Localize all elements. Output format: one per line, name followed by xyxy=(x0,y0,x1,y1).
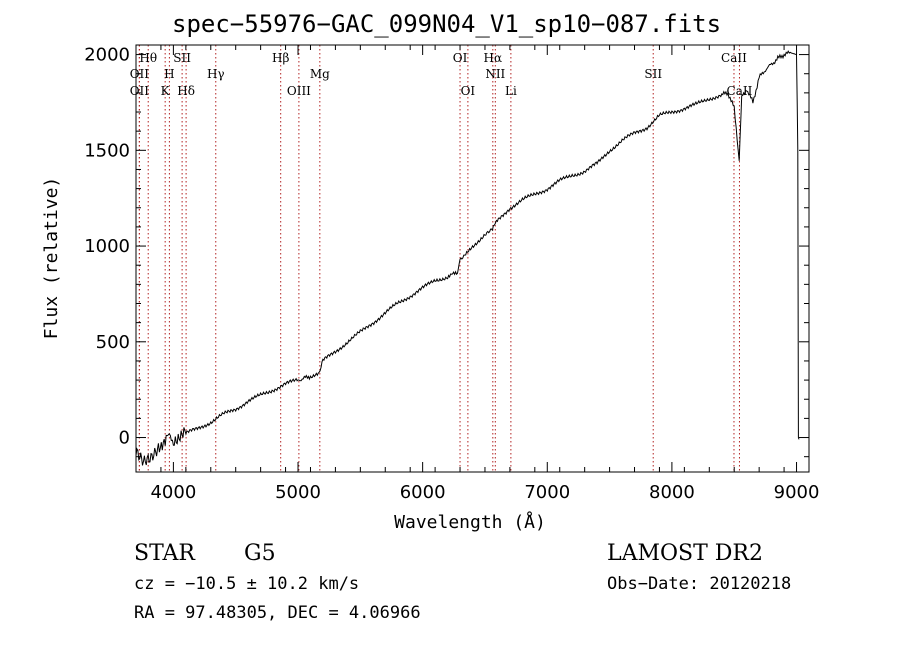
redshift-cz: cz = −10.5 ± 10.2 km/s xyxy=(134,574,360,594)
ra-dec-coordinates: RA = 97.48305, DEC = 4.06966 xyxy=(134,603,421,623)
survey-name: LAMOST DR2 xyxy=(607,541,763,566)
observation-date: Obs−Date: 20120218 xyxy=(607,574,792,594)
spectral-line-label: OI xyxy=(453,51,468,65)
x-tick-label: 8000 xyxy=(649,482,695,503)
spectral-line-label: CaII xyxy=(721,51,747,65)
spectral-line-label: Hβ xyxy=(272,51,289,65)
y-tick-label: 1000 xyxy=(84,236,130,257)
y-tick-label: 500 xyxy=(96,332,130,353)
spectral-line-label: Li xyxy=(505,84,517,98)
spectral-line-label: Hα xyxy=(484,51,503,65)
spectrum-series-line xyxy=(135,50,800,466)
spectral-line-label: OIII xyxy=(287,84,311,98)
spectral-line-labels: HθOIIOIIHKSIIHδHγHβOIIIMgOIOIHαNIILiSIIC… xyxy=(130,51,753,98)
spectral-line-label: SII xyxy=(173,51,191,65)
x-tick-label: 4000 xyxy=(150,482,196,503)
spectral-line-label: OII xyxy=(130,84,150,98)
spectral-line-label: Hθ xyxy=(139,51,157,65)
axis-tick-labels: 4000 5000 6000 7000 8000 9000 0 500 1000 1500 2000 xyxy=(84,45,819,503)
y-tick-label: 1500 xyxy=(84,140,130,161)
spectral-line-label: K xyxy=(161,84,171,98)
spectral-line-label: NII xyxy=(485,67,505,81)
spectral-line-label: Hγ xyxy=(207,67,225,81)
chart-title: spec−55976−GAC_099N04_V1_sp10−087.fits xyxy=(172,10,722,38)
object-subclass: G5 xyxy=(244,541,276,566)
spectral-line-label: H xyxy=(164,67,174,81)
y-tick-label: 0 xyxy=(119,428,130,449)
spectral-line-markers xyxy=(138,45,740,472)
object-class: STAR xyxy=(134,541,195,566)
axis-ticks xyxy=(135,45,810,472)
y-axis-label: Flux (relative) xyxy=(41,177,62,340)
spectral-line-label: OI xyxy=(461,84,476,98)
x-tick-label: 7000 xyxy=(524,482,570,503)
x-tick-label: 9000 xyxy=(774,482,820,503)
spectral-line-label: Hδ xyxy=(177,84,195,98)
spectral-line-label: SII xyxy=(644,67,662,81)
spectral-line-label: Mg xyxy=(310,67,330,81)
y-tick-label: 2000 xyxy=(84,45,130,66)
x-tick-label: 6000 xyxy=(400,482,446,503)
spectral-line-label: CaII xyxy=(727,84,753,98)
x-axis-label: Wavelength (Å) xyxy=(394,511,546,533)
plot-frame xyxy=(135,44,810,473)
x-tick-label: 5000 xyxy=(275,482,321,503)
